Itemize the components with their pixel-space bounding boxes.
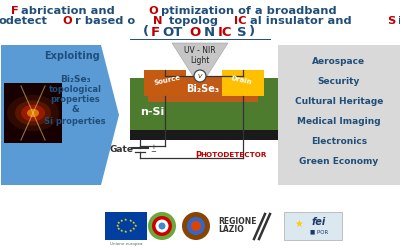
Text: P: P [195,151,201,159]
Text: ): ) [249,26,256,38]
Text: HOTODETECTOR: HOTODETECTOR [200,152,267,158]
Text: ★: ★ [116,221,120,225]
FancyBboxPatch shape [278,45,400,185]
Text: ★: ★ [120,219,123,223]
Ellipse shape [27,109,39,117]
Circle shape [158,222,166,229]
Text: ★: ★ [133,224,137,228]
Text: O: O [189,26,200,38]
FancyBboxPatch shape [130,78,278,130]
Text: IC: IC [234,16,246,26]
Text: F: F [151,26,160,38]
Text: ★: ★ [115,224,119,228]
Circle shape [194,70,206,82]
Text: abrication and: abrication and [21,6,119,16]
FancyBboxPatch shape [105,212,147,240]
Circle shape [156,219,168,233]
Text: Medical Imaging: Medical Imaging [297,118,381,126]
Text: S: S [387,16,396,26]
Text: topological: topological [48,86,102,94]
Text: (: ( [143,26,149,38]
Text: UV - NIR
Light: UV - NIR Light [184,46,216,65]
Text: O: O [148,6,158,16]
Text: Unione europea: Unione europea [110,242,142,246]
Circle shape [152,216,172,236]
Text: properties: properties [50,95,100,104]
Text: OT: OT [162,26,183,38]
Text: Drain: Drain [230,75,252,85]
Text: Source: Source [153,74,181,86]
Text: −: − [150,149,156,155]
Circle shape [182,212,210,240]
FancyBboxPatch shape [130,130,278,140]
Ellipse shape [7,95,59,131]
Text: O: O [62,16,72,26]
Text: Aerospace: Aerospace [312,58,366,66]
Text: topolog: topolog [165,16,218,26]
Text: ilicon: ilicon [398,16,400,26]
Text: Security: Security [318,77,360,87]
Text: S: S [237,26,246,38]
Circle shape [187,217,205,235]
Text: V: V [198,73,202,79]
Text: ★: ★ [129,229,132,233]
Text: ★: ★ [132,221,136,225]
Text: &: & [71,105,79,115]
Text: ★: ★ [124,218,128,222]
Polygon shape [1,45,119,185]
Text: ★: ★ [295,219,303,229]
FancyBboxPatch shape [148,76,258,102]
FancyBboxPatch shape [222,70,264,96]
Text: +: + [150,144,156,150]
Text: Green Economy: Green Economy [299,157,379,166]
Text: REGIONE: REGIONE [218,217,256,225]
Text: IC: IC [218,26,232,38]
Text: al insulator and: al insulator and [250,16,356,26]
Text: n-Si: n-Si [140,107,164,117]
Text: odetect: odetect [0,16,48,26]
Text: N: N [204,26,215,38]
Text: Bi₂Se₃: Bi₂Se₃ [60,75,90,85]
Circle shape [191,221,201,231]
Text: LAZIO: LAZIO [218,224,244,234]
Text: N: N [153,16,162,26]
Ellipse shape [21,105,45,122]
FancyBboxPatch shape [284,212,342,240]
Text: ★: ★ [120,229,123,233]
Text: ★: ★ [116,227,120,231]
Text: Gate: Gate [110,145,134,154]
Text: ★: ★ [129,219,132,223]
Text: ★: ★ [132,227,136,231]
FancyBboxPatch shape [144,70,186,96]
Text: ■ POR: ■ POR [310,229,328,235]
Text: Cultural Heritage: Cultural Heritage [295,97,383,106]
Text: ptimization of a broadband: ptimization of a broadband [161,6,336,16]
Text: Exploiting: Exploiting [44,51,100,61]
Ellipse shape [15,100,51,125]
Text: fei: fei [312,217,326,227]
Text: F: F [11,6,19,16]
Text: r based o: r based o [75,16,135,26]
Text: Si properties: Si properties [44,118,106,126]
Circle shape [148,212,176,240]
FancyBboxPatch shape [4,83,62,143]
Text: Bi₂Se₃: Bi₂Se₃ [186,84,220,94]
Text: Electronics: Electronics [311,137,367,147]
Text: ★: ★ [124,230,128,234]
Polygon shape [172,43,228,76]
